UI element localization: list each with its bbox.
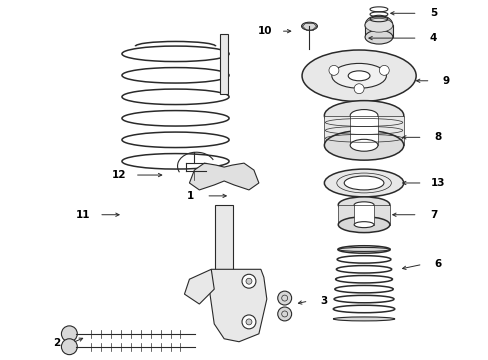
Ellipse shape (331, 63, 386, 88)
Circle shape (61, 326, 77, 342)
Bar (353, 205, 373, 225)
Circle shape (245, 319, 251, 325)
Circle shape (277, 291, 291, 305)
Text: 4: 4 (429, 33, 436, 43)
Text: 10: 10 (257, 26, 271, 36)
Ellipse shape (344, 176, 383, 190)
Ellipse shape (324, 130, 403, 160)
Circle shape (242, 315, 255, 329)
Bar (338, 205, 389, 225)
Polygon shape (209, 269, 266, 342)
Circle shape (379, 66, 388, 75)
Circle shape (277, 307, 291, 321)
Text: 9: 9 (442, 76, 449, 86)
Ellipse shape (324, 100, 403, 130)
Bar (349, 116, 377, 145)
Bar (215, 205, 233, 304)
Ellipse shape (365, 15, 392, 35)
Bar (365, 25, 392, 37)
Circle shape (245, 278, 251, 284)
Ellipse shape (333, 317, 394, 321)
Ellipse shape (349, 139, 377, 151)
Ellipse shape (349, 109, 377, 121)
Text: 11: 11 (76, 210, 90, 220)
Text: 12: 12 (111, 170, 126, 180)
Text: 6: 6 (434, 259, 441, 269)
Text: 8: 8 (434, 132, 441, 142)
Ellipse shape (302, 50, 415, 102)
Ellipse shape (370, 19, 386, 31)
Circle shape (353, 84, 364, 94)
Ellipse shape (301, 22, 317, 30)
Ellipse shape (353, 202, 373, 208)
Circle shape (242, 274, 255, 288)
Ellipse shape (324, 169, 403, 197)
Ellipse shape (365, 18, 392, 32)
Bar (324, 116, 403, 145)
Ellipse shape (347, 71, 369, 81)
Ellipse shape (353, 222, 373, 228)
Polygon shape (189, 163, 258, 190)
Text: 5: 5 (429, 8, 436, 18)
Ellipse shape (337, 247, 389, 251)
Text: 7: 7 (429, 210, 436, 220)
Circle shape (61, 339, 77, 355)
Text: 1: 1 (186, 191, 194, 201)
Ellipse shape (338, 197, 389, 213)
Polygon shape (184, 269, 214, 304)
Text: 2: 2 (53, 338, 60, 348)
Ellipse shape (365, 30, 392, 44)
Circle shape (328, 66, 338, 75)
Ellipse shape (338, 217, 389, 233)
Bar (220, 34, 228, 94)
Text: 3: 3 (320, 296, 327, 306)
Text: 13: 13 (430, 178, 445, 188)
